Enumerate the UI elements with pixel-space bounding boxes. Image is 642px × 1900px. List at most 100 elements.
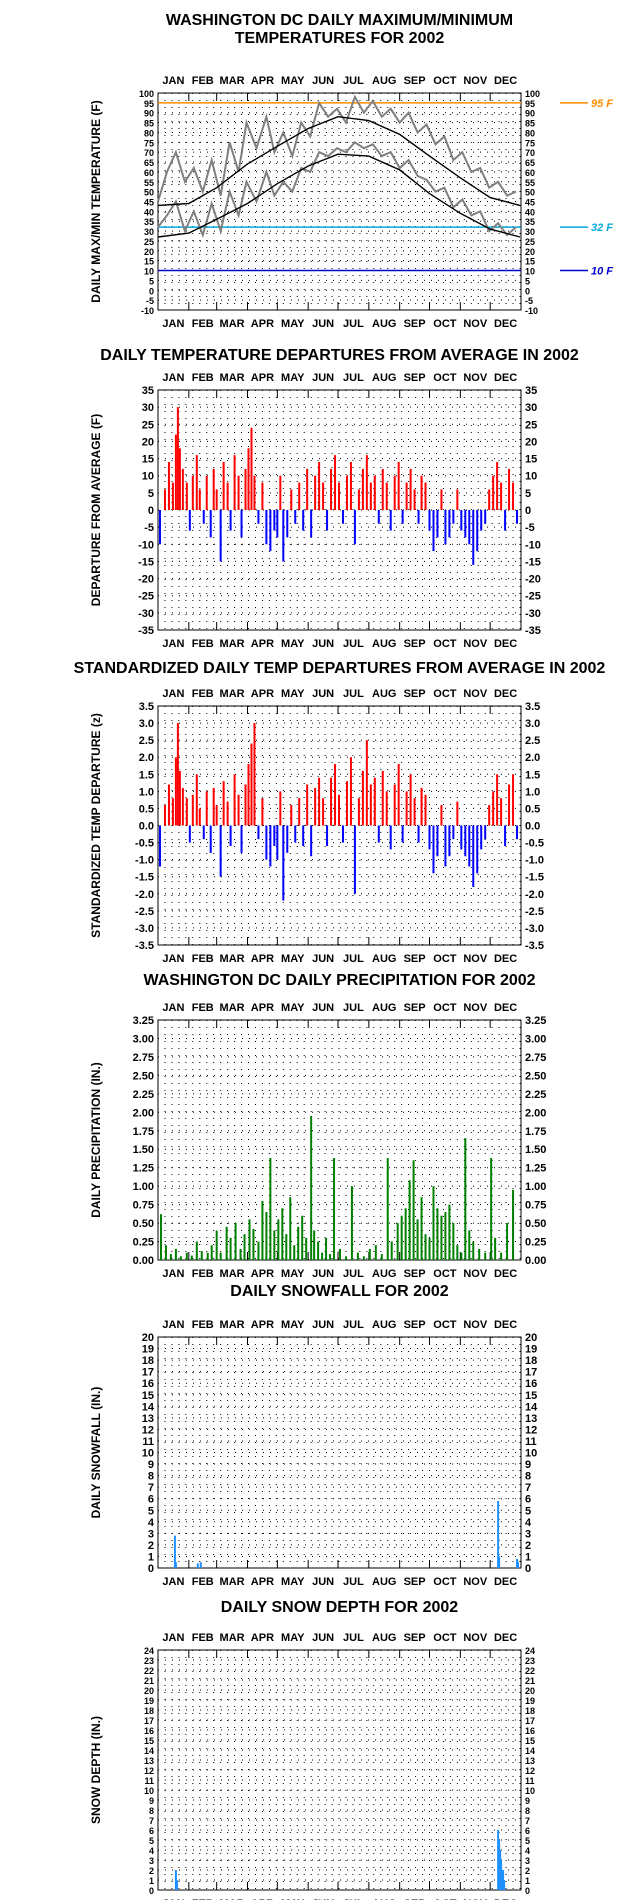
y-tick-label-left: 16 <box>142 1378 154 1390</box>
data-bar <box>329 1254 332 1260</box>
data-bar <box>496 774 499 826</box>
data-bar <box>428 825 431 850</box>
data-bar <box>174 434 177 510</box>
data-bar <box>196 1563 199 1568</box>
data-bar <box>209 510 212 538</box>
data-bar <box>293 1245 296 1260</box>
y-tick-label-right: 14 <box>525 1401 538 1413</box>
month-label-top: SEP <box>404 1632 426 1644</box>
month-label-bottom: OCT <box>433 1268 457 1280</box>
data-bar <box>440 805 443 826</box>
y-tick-label-left: 17 <box>142 1367 154 1379</box>
month-label-bottom: JAN <box>162 1898 184 1900</box>
y-tick-label-right: 2.25 <box>525 1089 546 1101</box>
month-label-bottom: FEB <box>192 318 214 330</box>
data-bar <box>408 1180 411 1260</box>
y-tick-label-right: 20 <box>525 436 537 448</box>
data-bar <box>202 510 205 524</box>
y-tick-label-right: 8 <box>525 1806 530 1816</box>
y-tick-label-right: 85 <box>525 119 535 129</box>
data-bar <box>257 510 260 524</box>
data-bar <box>257 1241 260 1260</box>
month-label-bottom: MAR <box>220 1576 245 1588</box>
y-tick-label-right: 17 <box>525 1716 535 1726</box>
data-bar <box>494 1237 497 1260</box>
data-bar <box>380 1254 383 1260</box>
month-label-top: APR <box>251 1319 274 1331</box>
y-tick-label-left: 25 <box>144 237 154 247</box>
y-axis-label: DAILY MAX/MIN TEMPERATURE (F) <box>89 100 103 302</box>
month-label-bottom: JUN <box>312 318 334 330</box>
y-tick-label-right: 6 <box>525 1494 531 1506</box>
y-tick-label-right: 16 <box>525 1378 537 1390</box>
y-tick-label-right: 1 <box>525 1551 531 1563</box>
chart-4: WASHINGTON DC DAILY PRECIPITATION FOR 20… <box>89 972 546 1280</box>
month-label-bottom: AUG <box>372 1898 396 1900</box>
data-bar <box>424 794 427 826</box>
y-tick-label-right: 3.00 <box>525 1033 546 1045</box>
y-tick-label-left: -3.0 <box>135 923 154 935</box>
data-bar <box>178 448 181 510</box>
data-bar <box>369 784 372 826</box>
data-bar <box>436 510 439 538</box>
series-daily-max <box>157 94 517 202</box>
y-tick-label-left: 0.25 <box>133 1237 154 1249</box>
y-tick-label-right: 14 <box>525 1746 535 1756</box>
month-label-top: AUG <box>372 688 396 700</box>
data-bar <box>215 1230 218 1260</box>
y-tick-label-right: -25 <box>525 591 541 603</box>
month-label-bottom: MAY <box>281 953 305 965</box>
y-tick-label-left: 13 <box>144 1756 154 1766</box>
data-bar <box>174 1562 177 1568</box>
data-bar <box>357 489 360 510</box>
data-bar <box>185 798 188 826</box>
y-axis-label: DAILY SNOWFALL (IN.) <box>89 1387 103 1519</box>
y-tick-label-left: -0.5 <box>135 838 154 850</box>
data-bar <box>325 1237 328 1260</box>
data-bar <box>322 482 325 510</box>
data-bar <box>365 455 368 510</box>
y-tick-label-left: -3.5 <box>135 940 154 952</box>
y-tick-label-right: 1.00 <box>525 1181 546 1193</box>
data-bar <box>401 825 404 843</box>
month-label-top: JAN <box>162 688 184 700</box>
month-label-bottom: NOV <box>463 1898 488 1900</box>
y-tick-label-left: -30 <box>138 608 154 620</box>
y-tick-label-left: -2.5 <box>135 906 154 918</box>
month-label-top: APR <box>251 688 274 700</box>
y-tick-label-right: 90 <box>525 109 535 119</box>
data-bar <box>237 475 240 510</box>
y-tick-label-left: -1.0 <box>135 855 154 867</box>
data-bar <box>334 455 337 510</box>
data-bar <box>279 475 282 510</box>
data-bar <box>253 723 256 826</box>
data-bar <box>504 825 507 846</box>
y-tick-label-right: -0.5 <box>525 838 544 850</box>
data-bar <box>512 774 515 826</box>
month-label-top: JUL <box>343 372 364 384</box>
y-tick-label-left: 8 <box>149 1806 154 1816</box>
y-tick-label-right: 10 <box>525 471 537 483</box>
data-bar <box>500 482 503 510</box>
data-bar <box>269 825 272 867</box>
month-label-top: AUG <box>372 75 396 87</box>
y-tick-label-left: 9 <box>148 1459 154 1471</box>
month-label-bottom: MAY <box>281 318 305 330</box>
data-bar <box>492 791 495 826</box>
y-tick-label-left: 20 <box>144 247 154 257</box>
month-label-top: MAR <box>220 1632 245 1644</box>
data-bar <box>297 1226 300 1260</box>
data-bar <box>400 1215 403 1260</box>
data-bar <box>508 468 511 510</box>
y-tick-label-right: 20 <box>525 1332 537 1344</box>
data-bar <box>273 825 276 846</box>
y-tick-label-left: 0.0 <box>139 821 154 833</box>
data-bar <box>229 1237 232 1260</box>
y-tick-label-right: 5 <box>525 276 530 286</box>
month-label-top: MAY <box>281 372 305 384</box>
month-label-top: NOV <box>463 1002 488 1014</box>
month-label-top: MAY <box>281 1632 305 1644</box>
month-label-top: NOV <box>463 75 488 87</box>
data-bar <box>444 1212 447 1260</box>
y-tick-label-right: 45 <box>525 198 535 208</box>
